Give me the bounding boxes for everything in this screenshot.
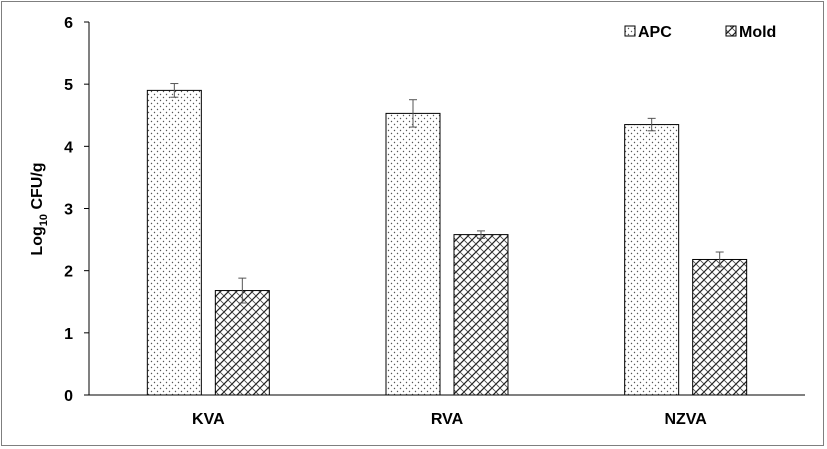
y-axis-ticks: 0 1 2 3 4 5 6 [64, 15, 89, 405]
legend-swatch-mold [725, 25, 737, 37]
bar-apc-kva [146, 89, 202, 396]
bar-apc-nzva [624, 124, 680, 396]
bar-mold-rva [453, 234, 509, 396]
bar-mold-kva [214, 290, 270, 396]
legend-label-apc: APC [638, 24, 672, 41]
bar-apc-rva [385, 112, 441, 396]
y-tick-label: 1 [64, 326, 73, 343]
y-tick-label: 0 [64, 388, 73, 405]
x-category-label: KVA [192, 411, 225, 428]
legend: APC Mold [624, 24, 776, 41]
legend-label-mold: Mold [739, 24, 776, 41]
y-tick-label: 5 [64, 77, 73, 94]
error-bar-mold-rva [477, 230, 485, 239]
category-labels: KVA RVA NZVA [192, 411, 707, 428]
x-category-label: RVA [431, 411, 464, 428]
y-tick-label: 2 [64, 264, 73, 281]
error-bar-mold-nzva [715, 251, 724, 268]
bar-mold-nzva [692, 258, 748, 396]
x-category-label: NZVA [664, 411, 707, 428]
error-bar-mold-kva [238, 277, 247, 304]
legend-swatch-apc [624, 25, 636, 37]
y-tick-label: 3 [64, 202, 73, 219]
error-bar-apc-nzva [647, 117, 656, 132]
bars-group [146, 83, 748, 396]
error-bar-apc-rva [409, 99, 417, 128]
error-bar-apc-kva [170, 83, 179, 98]
y-tick-label: 6 [64, 15, 73, 32]
y-axis-label: Log10 CFU/g [29, 162, 50, 255]
y-tick-label: 4 [64, 139, 73, 156]
